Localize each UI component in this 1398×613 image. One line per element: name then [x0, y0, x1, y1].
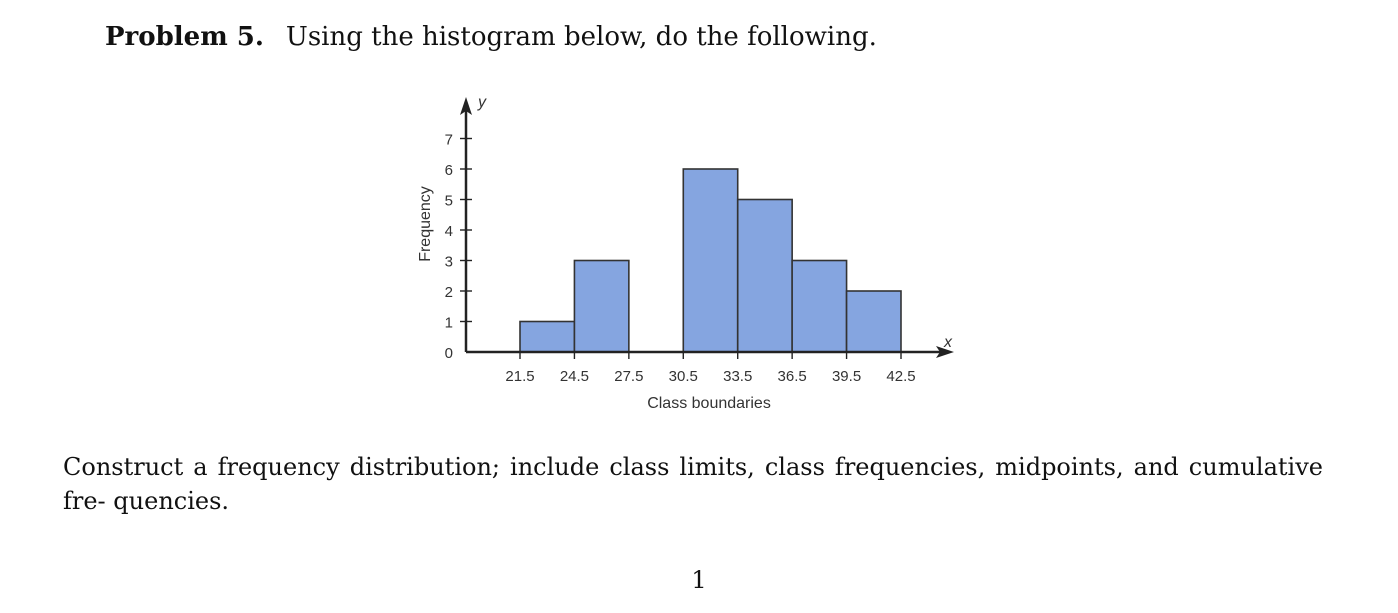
y-tick-label-6: 5 — [445, 193, 453, 210]
x-tick-label-2: 24.5 — [560, 368, 589, 385]
y-tick-label-5: 4 — [445, 223, 453, 240]
y-tick-label-8: 7 — [445, 132, 453, 149]
histogram-bar-4 — [682, 168, 739, 353]
x-tick-label-3: 27.5 — [614, 368, 643, 385]
y-axis-ticks: 0 1 2 3 4 5 6 7 — [445, 132, 472, 362]
y-tick-label-1: 0 — [445, 345, 453, 362]
histogram-bar-7 — [845, 290, 902, 353]
y-tick-label-7: 6 — [445, 162, 453, 179]
histogram-bar-6 — [791, 259, 848, 353]
x-axis-title: Class boundaries — [647, 395, 771, 412]
histogram-bars — [519, 168, 902, 353]
x-axis-arrow — [936, 346, 954, 358]
x-tick-label-6: 36.5 — [778, 368, 807, 385]
histogram-bar-2 — [573, 259, 630, 353]
x-axis-ticks: 21.5 24.5 27.5 30.5 33.5 36.5 39.5 42.5 — [505, 352, 916, 385]
instruction-text: Construct a frequency distribution; incl… — [63, 453, 1323, 515]
problem-heading: Problem 5. Using the histogram below, do … — [105, 22, 877, 52]
histogram-bar-5 — [736, 198, 793, 353]
problem-prompt: Using the histogram below, do the follow… — [285, 22, 877, 52]
histogram-chart: 21.5 24.5 27.5 30.5 33.5 36.5 39.5 42.5 0 1 2 3 4 5 6… — [417, 94, 954, 412]
x-axis-letter: x — [943, 334, 953, 351]
x-tick-label-7: 39.5 — [832, 368, 861, 385]
x-tick-label-5: 33.5 — [723, 368, 752, 385]
page-number: 1 — [691, 566, 707, 594]
histogram-bar-1 — [519, 320, 576, 353]
problem-label: Problem 5. — [105, 22, 264, 52]
x-tick-label-1: 21.5 — [505, 368, 534, 385]
x-tick-label-8: 42.5 — [886, 368, 915, 385]
y-axis-title: Frequency — [417, 186, 434, 262]
y-tick-label-2: 1 — [445, 315, 453, 332]
y-tick-label-4: 3 — [445, 254, 453, 271]
y-tick-label-3: 2 — [445, 284, 453, 301]
y-axis-arrow — [460, 97, 472, 115]
y-axis-letter: y — [477, 94, 487, 111]
x-tick-label-4: 30.5 — [669, 368, 698, 385]
